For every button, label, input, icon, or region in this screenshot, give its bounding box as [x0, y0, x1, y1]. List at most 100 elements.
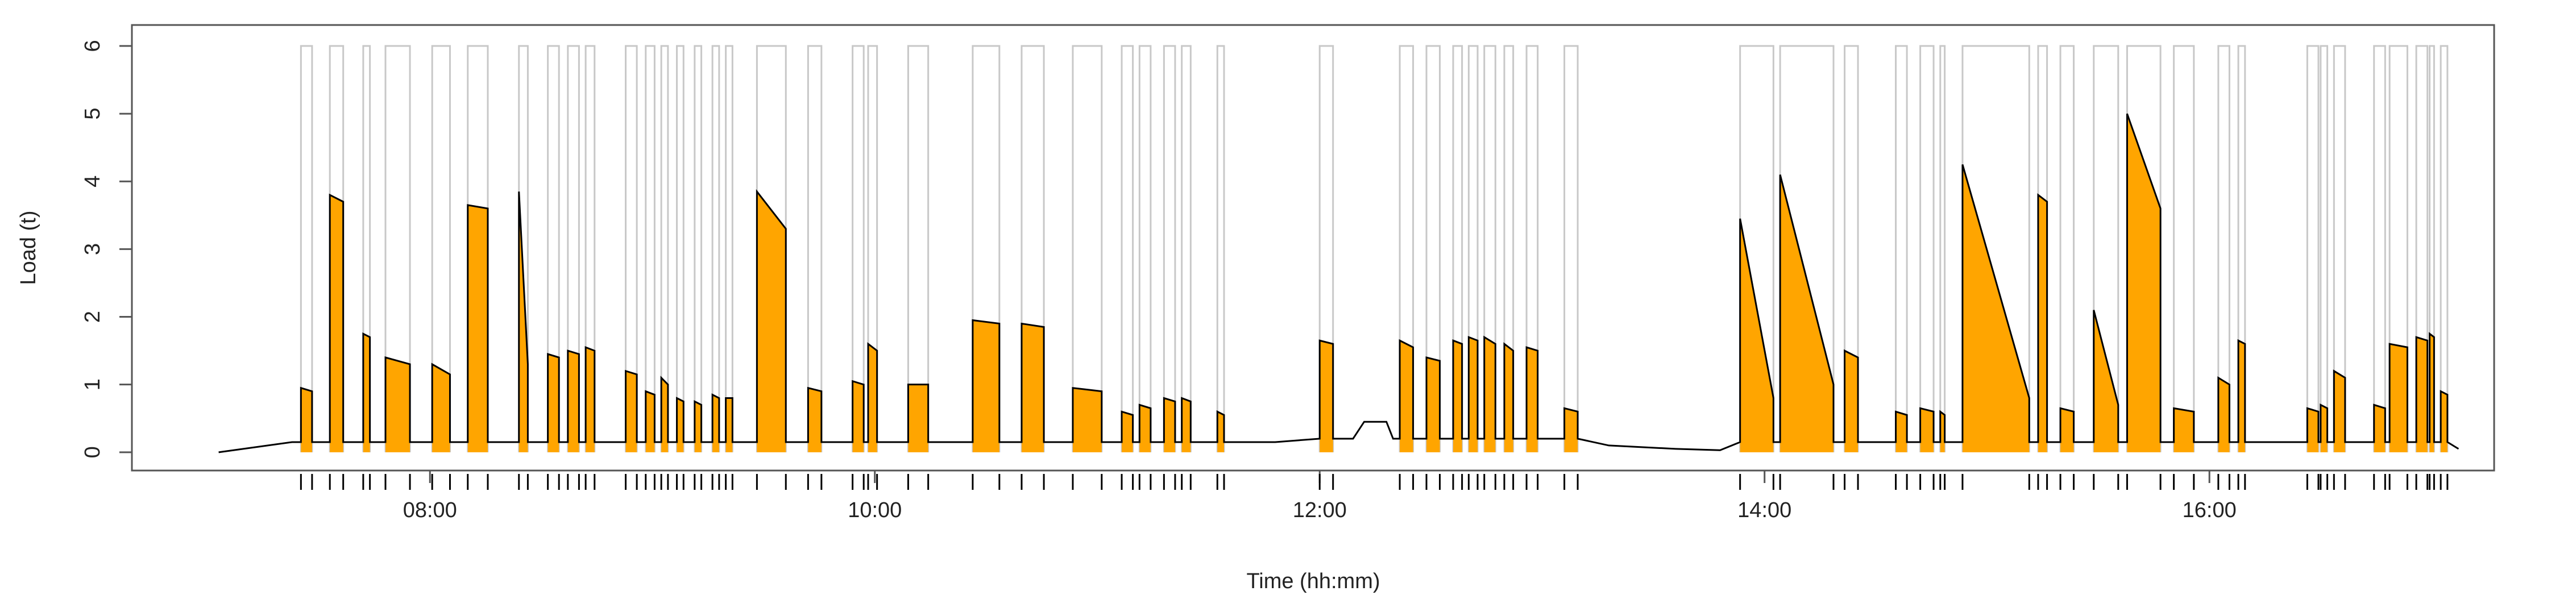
y-tick-label: 6: [81, 40, 105, 52]
load-fill: [567, 351, 579, 452]
load-fill: [467, 205, 488, 452]
load-fill: [1021, 323, 1044, 452]
load-fill: [1400, 340, 1413, 452]
load-fill: [301, 388, 312, 452]
lift-window: [645, 45, 656, 452]
lift-window: [1525, 45, 1539, 452]
load-fill: [712, 394, 719, 452]
load-fill: [518, 192, 528, 452]
load-fill: [1453, 340, 1462, 452]
load-fill: [1895, 411, 1907, 452]
lift-window: [2320, 45, 2329, 452]
lift-window: [852, 45, 865, 452]
lift-window: [2429, 45, 2435, 452]
load-fill: [808, 388, 822, 452]
load-fill: [547, 354, 559, 452]
load-fill: [432, 364, 450, 452]
load-fill: [1164, 398, 1175, 452]
y-tick-label: 1: [81, 378, 105, 390]
load-fill: [1320, 340, 1333, 452]
lift-window: [1919, 45, 1935, 452]
lift-window: [362, 45, 371, 452]
load-fill: [1484, 337, 1496, 452]
load-fill: [363, 334, 370, 452]
lift-window: [567, 45, 580, 452]
load-fill: [1564, 408, 1578, 452]
lift-window: [1452, 45, 1463, 452]
y-axis-label: Load (t): [16, 211, 40, 285]
load-fill: [330, 195, 343, 452]
x-tick-label: 08:00: [403, 498, 457, 522]
lift-window: [1939, 45, 1946, 452]
y-tick-label: 0: [81, 446, 105, 458]
lift-window: [807, 45, 823, 452]
load-fill: [2173, 408, 2194, 452]
load-fill: [1920, 408, 1934, 452]
load-fill: [2093, 310, 2118, 452]
load-line: [218, 113, 2459, 453]
lift-window: [1121, 45, 1134, 452]
lift-window: [1563, 45, 1579, 452]
load-fill: [868, 344, 877, 452]
load-fill: [2218, 377, 2230, 452]
lift-window: [725, 45, 733, 452]
lift-window: [584, 45, 596, 452]
load-fill: [1426, 357, 1440, 452]
lift-window: [1895, 45, 1908, 452]
load-fill: [1217, 411, 1225, 452]
lift-window: [1425, 45, 1441, 452]
load-fill: [661, 377, 668, 452]
lift-window: [711, 45, 720, 452]
load-fill: [1780, 174, 1834, 452]
lift-window: [625, 45, 638, 452]
load-fill: [2320, 405, 2328, 452]
lift-window: [2306, 45, 2320, 452]
lift-window: [1021, 45, 1045, 452]
lift-window: [2093, 45, 2119, 452]
y-tick-label: 3: [81, 243, 105, 255]
lift-window: [300, 45, 313, 452]
load-fill: [908, 384, 928, 452]
x-tick-label: 12:00: [1293, 498, 1347, 522]
lift-window: [1467, 45, 1479, 452]
lift-window: [2440, 45, 2449, 452]
y-tick-label: 5: [81, 108, 105, 120]
load-fill: [852, 381, 864, 452]
load-fill: [1122, 411, 1133, 452]
x-tick-label: 16:00: [2183, 498, 2237, 522]
load-fill: [2429, 334, 2434, 452]
load-fill: [2238, 340, 2245, 452]
load-fill: [725, 398, 733, 452]
y-tick-label: 4: [81, 176, 105, 188]
load-fill: [1962, 164, 2030, 452]
load-fill: [1139, 405, 1151, 452]
lift-window: [547, 45, 560, 452]
lift-window: [2217, 45, 2230, 452]
load-fill: [2038, 195, 2047, 452]
load-fill: [2390, 344, 2408, 452]
lift-window: [2237, 45, 2246, 452]
lift-window: [660, 45, 669, 452]
lift-window: [676, 45, 685, 452]
load-fill: [1181, 398, 1191, 452]
load-fill: [972, 320, 999, 452]
lift-window: [907, 45, 930, 452]
lift-window: [1163, 45, 1176, 452]
lift-window: [384, 45, 411, 452]
lift-window: [1072, 45, 1103, 452]
lift-window: [2415, 45, 2429, 452]
lift-window: [2333, 45, 2346, 452]
lift-window: [2059, 45, 2075, 452]
load-fill: [2416, 337, 2428, 452]
load-fill: [694, 401, 702, 452]
x-axis-label: Time (hh:mm): [1246, 569, 1380, 593]
load-fill: [2441, 391, 2448, 452]
load-fill: [1526, 347, 1538, 452]
lift-window: [1216, 45, 1225, 452]
lift-window: [1503, 45, 1515, 452]
lift-window: [1181, 45, 1192, 452]
lift-window: [1844, 45, 1859, 452]
lift-window: [694, 45, 703, 452]
